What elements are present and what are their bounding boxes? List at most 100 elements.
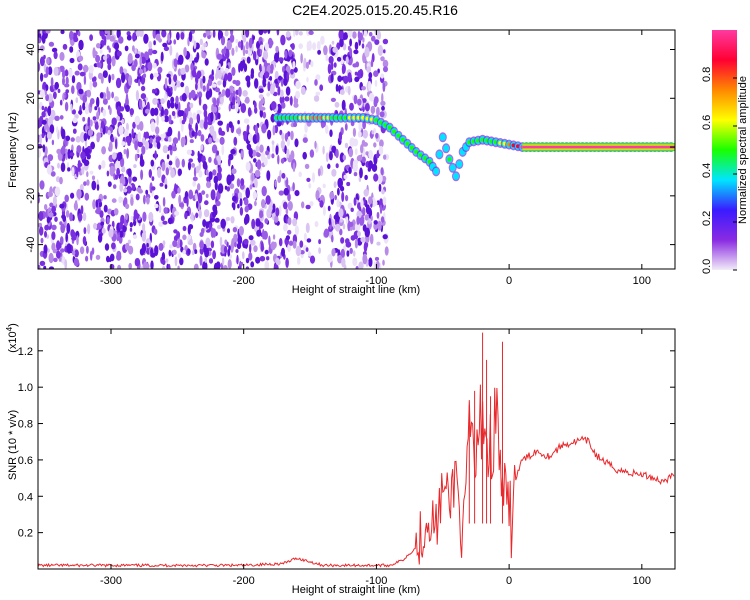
- spectrogram-noise-cell: [196, 70, 202, 78]
- spectrogram-noise-cell: [231, 47, 235, 57]
- spectrogram-noise-cell: [87, 129, 94, 137]
- spectrogram-noise-cell: [204, 257, 208, 263]
- spectrogram-noise-cell: [144, 263, 150, 269]
- spectrogram-noise-cell: [291, 43, 295, 50]
- spectrogram-noise-cell: [309, 149, 315, 158]
- spectrogram-noise-cell: [272, 91, 278, 97]
- spectrogram-noise-cell: [113, 42, 120, 50]
- spectrogram-noise-cell: [95, 54, 101, 63]
- spectrogram-noise-cell: [158, 221, 164, 227]
- spectrogram-noise-cell: [154, 150, 157, 160]
- spectrogram-noise-cell: [135, 193, 140, 201]
- spectrogram-noise-cell: [47, 105, 52, 117]
- spectrogram-noise-cell: [347, 72, 352, 83]
- spectrogram-noise-cell: [261, 199, 266, 209]
- spectrogram-noise-cell: [230, 30, 234, 36]
- spectrogram-noise-cell: [205, 169, 209, 176]
- spectrogram-noise-cell: [208, 258, 214, 264]
- spectrogram-noise-cell: [226, 40, 232, 51]
- spectrogram-noise-cell: [267, 129, 272, 140]
- spectrogram-noise-cell: [229, 34, 235, 43]
- spectrogram-noise-cell: [339, 37, 344, 48]
- spectrogram-noise-cell: [172, 146, 177, 152]
- spectrogram-noise-cell: [39, 134, 42, 145]
- spectrogram-noise-cell: [275, 145, 279, 156]
- spectrogram-noise-cell: [337, 75, 343, 82]
- spectrogram-noise-cell: [169, 244, 173, 249]
- spectrogram-noise-cell: [281, 247, 285, 257]
- spectrogram-noise-cell: [134, 153, 138, 162]
- spectrogram-noise-cell: [352, 127, 356, 137]
- spectrogram-noise-cell: [73, 258, 80, 267]
- spectrogram-noise-cell: [352, 138, 359, 147]
- spectrogram-noise-cell: [268, 235, 271, 246]
- snr-line: [38, 384, 675, 568]
- spectrogram-noise-cell: [266, 170, 271, 181]
- spectrogram-noise-cell: [76, 235, 79, 246]
- spectrogram-noise-cell: [327, 63, 332, 75]
- spectrogram-noise-cell: [377, 34, 381, 40]
- spectrogram-noise-cell: [180, 32, 185, 40]
- spectrogram-noise-cell: [380, 56, 385, 62]
- spectrogram-noise-cell: [338, 208, 344, 218]
- spectrogram-noise-cell: [274, 215, 279, 223]
- spectrogram-noise-cell: [377, 45, 384, 56]
- spectrogram-noise-cell: [72, 117, 78, 124]
- spectrogram-noise-cell: [203, 109, 208, 118]
- spectrogram-noise-cell: [245, 75, 251, 82]
- spectrogram-noise-cell: [306, 76, 309, 83]
- spectrogram-noise-cell: [362, 253, 368, 265]
- spectrogram-noise-cell: [101, 146, 106, 155]
- spectrogram-noise-cell: [173, 39, 177, 45]
- spectrogram-noise-cell: [231, 168, 237, 175]
- spectrogram-noise-cell: [251, 149, 257, 157]
- spectrogram-noise-cell: [116, 115, 120, 122]
- spectrogram-noise-cell: [361, 98, 367, 103]
- spectrogram-noise-cell: [247, 107, 252, 117]
- spectrogram-noise-cell: [194, 249, 198, 255]
- spectrogram-noise-cell: [282, 66, 285, 73]
- spectrogram-noise-cell: [190, 62, 194, 71]
- spectrogram-noise-cell: [48, 212, 54, 218]
- spectrogram-noise-cell: [162, 197, 166, 207]
- spectrogram-noise-cell: [258, 30, 264, 36]
- spectrogram-noise-cell: [217, 69, 223, 79]
- spectrogram-noise-cell: [261, 186, 267, 197]
- spectrogram-noise-cell: [192, 112, 197, 121]
- spectrogram-noise-cell: [79, 246, 85, 255]
- spectrogram-noise-cell: [155, 33, 161, 41]
- spectrogram-noise-cell: [51, 224, 57, 231]
- spectrogram-noise-cell: [223, 265, 228, 269]
- spectrogram-noise-cell: [195, 74, 199, 84]
- spectrogram-noise-cell: [166, 131, 172, 137]
- spectrogram-noise-cell: [229, 85, 234, 93]
- spectrogram-noise-cell: [59, 51, 65, 61]
- spectrogram-noise-cell: [316, 40, 321, 51]
- spectrogram-noise-cell: [109, 35, 115, 42]
- spectrogram-noise-cell: [278, 238, 283, 247]
- spectrogram-noise-cell: [376, 106, 380, 117]
- spectrogram-noise-cell: [92, 116, 97, 121]
- spectrogram-noise-cell: [174, 210, 180, 216]
- spectrogram-noise-cell: [244, 98, 250, 104]
- spectrogram-noise-cell: [209, 217, 216, 222]
- spectrogram-noise-cell: [248, 252, 253, 261]
- spectrogram-noise-cell: [126, 34, 132, 41]
- spectrogram-noise-cell: [254, 78, 259, 89]
- colorbar-label: Normalized spectral amplitude: [737, 76, 749, 224]
- spectrogram-noise-cell: [149, 73, 154, 80]
- spectrogram-noise-cell: [333, 62, 337, 68]
- spectrogram-noise-cell: [113, 208, 119, 216]
- spectrogram-noise-cell: [65, 210, 70, 218]
- spectrogram-noise-cell: [141, 145, 146, 155]
- spectrogram-x-ticks: -300 -200 -100 0 100: [100, 30, 651, 287]
- colorbar-tick-label: 0.6: [701, 115, 713, 130]
- spectrogram-noise-cell: [271, 153, 275, 159]
- spectrogram-noise-cell: [200, 144, 204, 151]
- spectrogram-noise-cell: [127, 53, 133, 64]
- spectrogram-noise-cell: [325, 54, 329, 62]
- spectrogram-noise-cell: [383, 66, 388, 73]
- spectrogram-noise-cell: [123, 197, 128, 205]
- spectrogram-noise-cell: [67, 167, 71, 172]
- spectrogram-noise-cell: [305, 61, 309, 69]
